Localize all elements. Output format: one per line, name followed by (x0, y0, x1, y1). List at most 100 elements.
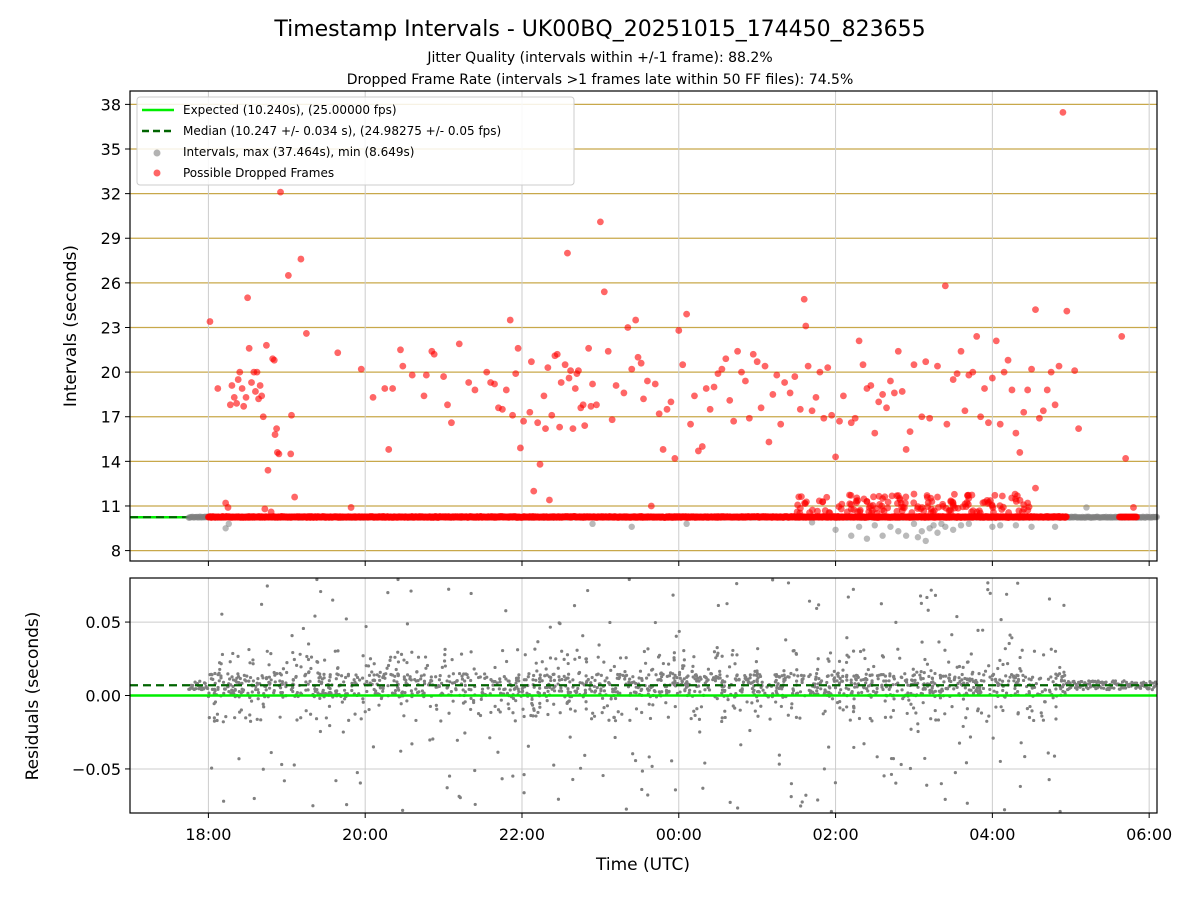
residual-point (748, 673, 753, 677)
residual-point (790, 702, 794, 706)
residual-point (334, 690, 338, 694)
residual-point (307, 670, 311, 675)
residual-point (577, 655, 582, 660)
residual-point (706, 667, 711, 671)
dropped-frame-point (950, 502, 957, 510)
dropped-frame-point (888, 492, 896, 500)
residual-point (1028, 704, 1032, 709)
residual-point (568, 680, 572, 684)
residual-point (1046, 751, 1050, 755)
residual-point (399, 749, 403, 753)
residual-point (923, 756, 927, 761)
chart-subtitle-2: Dropped Frame Rate (intervals >1 frames … (347, 72, 854, 88)
residual-point (552, 672, 556, 676)
residual-point (299, 665, 303, 669)
residual-point (952, 687, 956, 691)
residual-point (816, 798, 820, 802)
interval-point (989, 523, 996, 530)
residual-point (838, 706, 842, 710)
residual-point (508, 688, 512, 692)
residual-point (414, 687, 418, 691)
residual-point (422, 691, 426, 695)
residual-point (384, 672, 388, 676)
dropped-frame-point (444, 401, 451, 409)
residuals-y-tick-label: 0.00 (85, 687, 121, 706)
dropped-frame-point (969, 368, 977, 376)
dropped-frame-point (838, 500, 846, 508)
residual-point (1040, 690, 1044, 694)
dropped-frame-point (589, 380, 596, 388)
residual-point (340, 700, 344, 704)
residual-point (522, 791, 526, 795)
residual-point (552, 763, 556, 767)
residual-point (322, 672, 326, 677)
residual-point (776, 682, 780, 686)
residual-point (925, 595, 929, 600)
residual-point (365, 689, 369, 694)
residual-point (402, 714, 406, 718)
dropped-frame-point (671, 454, 679, 462)
residual-point (853, 685, 857, 689)
dropped-frame-point (628, 365, 636, 373)
residual-point (639, 688, 643, 693)
residual-point (1001, 688, 1005, 693)
residual-point (1113, 679, 1118, 683)
residual-point (536, 690, 540, 694)
residual-point (526, 675, 530, 679)
dropped-frame-point (259, 413, 267, 421)
residual-point (692, 655, 696, 659)
residual-point (1019, 741, 1023, 745)
residual-point (576, 686, 580, 691)
residual-point (368, 657, 373, 661)
residual-point (216, 685, 220, 690)
residual-point (405, 622, 410, 626)
residual-point (735, 674, 739, 678)
residual-point (881, 687, 885, 692)
residual-point (733, 706, 737, 710)
residual-point (221, 720, 225, 724)
dropped-frame-point (1028, 365, 1035, 373)
dropped-frame-point (1024, 386, 1032, 394)
residual-point (653, 620, 657, 625)
residual-point (882, 679, 886, 683)
dropped-frame-point (1004, 356, 1012, 364)
residual-point (923, 657, 927, 662)
residual-point (549, 675, 553, 680)
residual-point (592, 714, 597, 718)
residual-point (443, 664, 447, 668)
dropped-frame-point (816, 368, 824, 376)
residual-point (634, 707, 639, 711)
dropped-frame-point (702, 385, 710, 392)
residual-point (221, 680, 226, 684)
dropped-frame-point (534, 419, 542, 427)
residual-point (899, 762, 903, 767)
residual-point (760, 680, 764, 684)
residual-point (230, 675, 234, 679)
residual-point (789, 794, 793, 799)
residual-point (664, 701, 668, 705)
residual-point (774, 678, 778, 682)
residual-point (455, 678, 459, 683)
residual-point (738, 708, 742, 712)
dropped-frame-point (1008, 386, 1016, 394)
dropped-frame-point (791, 373, 799, 380)
residual-point (964, 761, 969, 765)
chart-subtitle-1: Jitter Quality (intervals within +/-1 fr… (426, 50, 772, 66)
residual-point (862, 648, 866, 652)
residual-point (443, 653, 447, 657)
residual-point (1049, 647, 1053, 651)
residual-point (1018, 655, 1022, 660)
dropped-frame-point (234, 376, 242, 383)
residual-point (562, 674, 566, 679)
residual-point (648, 716, 653, 721)
residual-point (328, 723, 332, 728)
residual-point (469, 678, 473, 683)
residual-point (239, 708, 243, 712)
residual-point (796, 674, 800, 678)
residual-point (439, 719, 443, 723)
residual-point (221, 799, 226, 803)
residual-point (605, 704, 610, 708)
residual-point (306, 682, 310, 686)
dropped-frame-point (934, 493, 941, 501)
